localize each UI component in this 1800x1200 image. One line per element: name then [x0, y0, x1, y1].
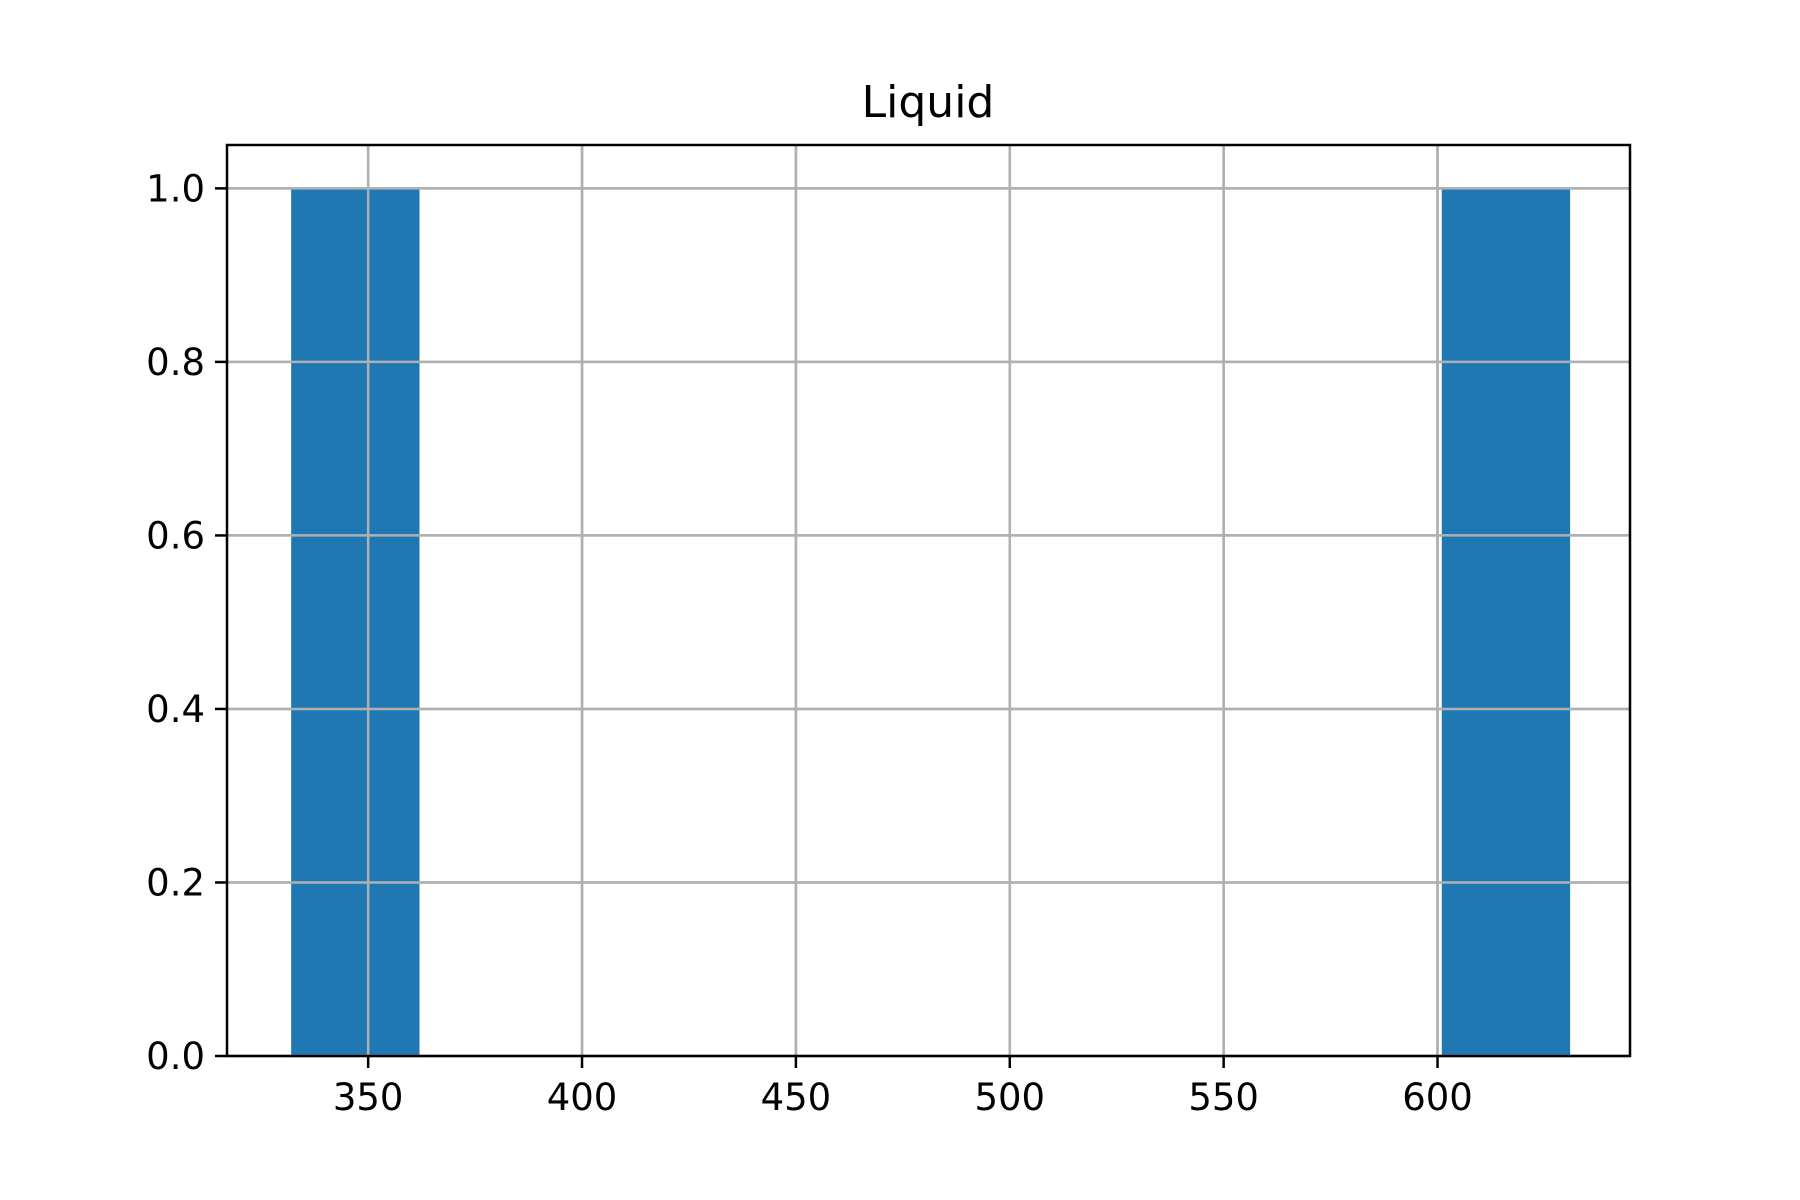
x-tick-label-600: 600 — [1402, 1076, 1473, 1119]
x-tick-label-450: 450 — [761, 1076, 832, 1119]
y-tick-label-0.6: 0.6 — [146, 514, 205, 557]
histogram-bar-1 — [291, 188, 420, 1056]
x-tick-label-500: 500 — [974, 1076, 1045, 1119]
y-tick-label-0.4: 0.4 — [146, 688, 205, 731]
y-tick-label-0.0: 0.0 — [146, 1035, 205, 1078]
plot-frame — [225, 143, 1632, 1058]
x-tick-label-400: 400 — [547, 1076, 618, 1119]
y-tick-label-0.2: 0.2 — [146, 861, 205, 904]
histogram-bar-10 — [1441, 188, 1571, 1056]
chart-title: Liquid — [862, 77, 995, 128]
x-tick-label-550: 550 — [1188, 1076, 1259, 1119]
axis-layer: 350 400 450 500 550 600 0.0 0.2 0.4 0.6 0.8 1.0 — [146, 167, 1473, 1119]
y-tick-label-0.8: 0.8 — [146, 341, 205, 384]
y-tick-label-1.0: 1.0 — [146, 167, 205, 210]
bar-layer — [227, 145, 1630, 1058]
x-tick-label-350: 350 — [333, 1076, 404, 1119]
